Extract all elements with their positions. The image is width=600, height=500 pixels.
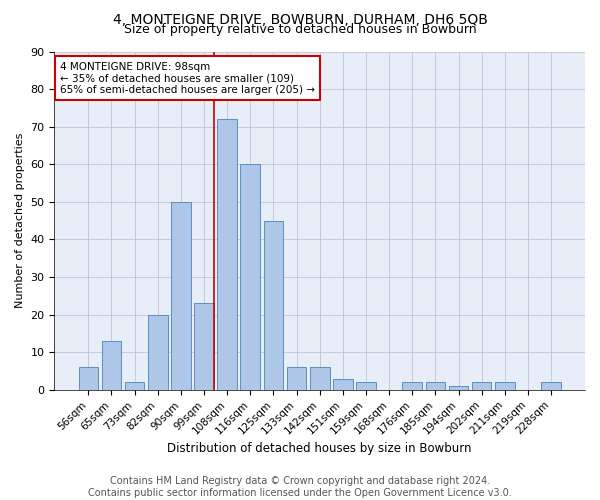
Bar bbox=[101, 341, 121, 390]
Bar bbox=[495, 382, 515, 390]
Bar bbox=[194, 304, 214, 390]
Bar bbox=[79, 368, 98, 390]
Bar bbox=[217, 119, 237, 390]
Bar bbox=[287, 368, 307, 390]
Bar bbox=[171, 202, 191, 390]
Bar bbox=[541, 382, 561, 390]
Bar bbox=[241, 164, 260, 390]
Y-axis label: Number of detached properties: Number of detached properties bbox=[15, 133, 25, 308]
Bar bbox=[472, 382, 491, 390]
Bar bbox=[356, 382, 376, 390]
Bar bbox=[148, 314, 167, 390]
Bar bbox=[333, 378, 353, 390]
Bar bbox=[425, 382, 445, 390]
Bar bbox=[449, 386, 469, 390]
Text: Contains HM Land Registry data © Crown copyright and database right 2024.
Contai: Contains HM Land Registry data © Crown c… bbox=[88, 476, 512, 498]
Text: Size of property relative to detached houses in Bowburn: Size of property relative to detached ho… bbox=[124, 22, 476, 36]
Text: 4, MONTEIGNE DRIVE, BOWBURN, DURHAM, DH6 5QB: 4, MONTEIGNE DRIVE, BOWBURN, DURHAM, DH6… bbox=[113, 12, 487, 26]
X-axis label: Distribution of detached houses by size in Bowburn: Distribution of detached houses by size … bbox=[167, 442, 472, 455]
Bar bbox=[125, 382, 145, 390]
Bar bbox=[263, 220, 283, 390]
Text: 4 MONTEIGNE DRIVE: 98sqm
← 35% of detached houses are smaller (109)
65% of semi-: 4 MONTEIGNE DRIVE: 98sqm ← 35% of detach… bbox=[60, 62, 315, 95]
Bar bbox=[310, 368, 329, 390]
Bar bbox=[403, 382, 422, 390]
